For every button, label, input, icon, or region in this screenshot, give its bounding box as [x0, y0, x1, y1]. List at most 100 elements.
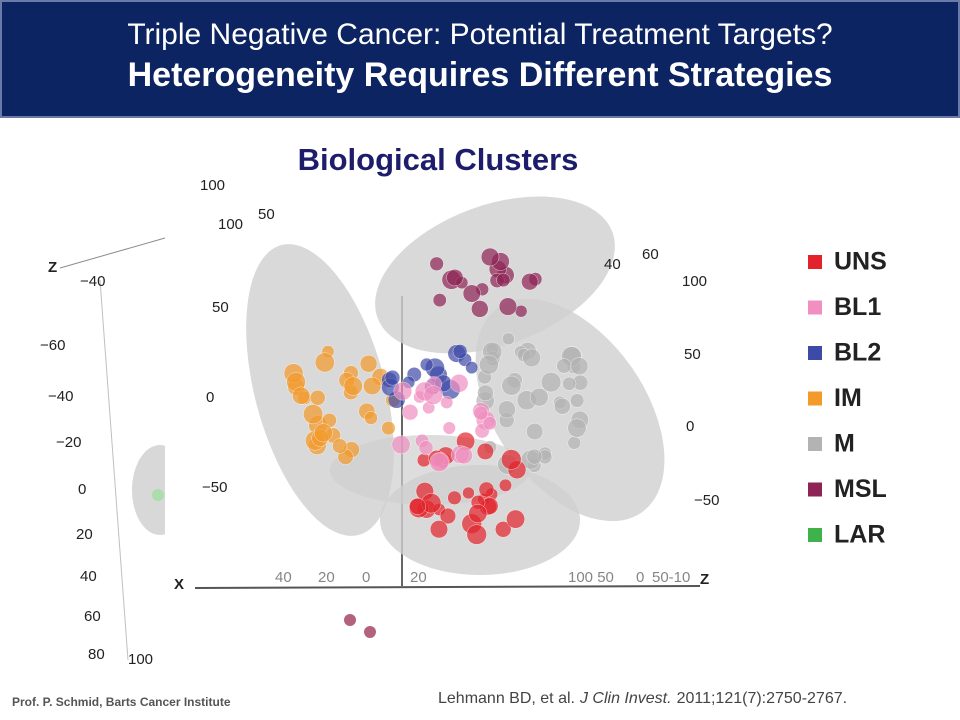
- scatter-point: [479, 354, 499, 375]
- legend-label: MSL: [834, 475, 887, 503]
- tick-label: −40: [48, 388, 73, 405]
- legend-swatch: [808, 528, 822, 542]
- legend-label: BL1: [834, 293, 881, 321]
- footer-citation: Lehmann BD, et al. J Clin Invest. 2011;121…: [438, 690, 847, 707]
- scatter-point: [429, 256, 444, 272]
- tick-label: 60: [642, 246, 659, 263]
- axis-label: Z: [48, 259, 57, 276]
- legend-swatch: [808, 346, 822, 360]
- scatter-point: [477, 384, 494, 402]
- tick-label: −50: [694, 492, 719, 509]
- scatter-point: [502, 332, 515, 346]
- tick-label: −50: [202, 479, 227, 496]
- scatter-point: [526, 423, 544, 441]
- scatter-point: [562, 376, 577, 391]
- scatter-point: [455, 446, 473, 465]
- tick-label: 40: [275, 569, 292, 586]
- header-title: Triple Negative Cancer: Potential Treatm…: [127, 18, 832, 51]
- scatter-point: [471, 300, 489, 318]
- scatter-point: [439, 507, 457, 525]
- tick-label: 60: [84, 608, 101, 625]
- citation-journal: J Clin Invest.: [579, 690, 672, 707]
- scatter-point: [393, 381, 413, 401]
- scatter-point: [465, 361, 479, 375]
- figure-title: Biological Clusters: [298, 142, 579, 177]
- scatter-point: [478, 481, 495, 498]
- legend-label: BL2: [834, 339, 881, 367]
- citation-details: 2011;121(7):2750-2767.: [677, 690, 848, 707]
- tick-label: 50: [258, 206, 275, 223]
- tick-label: 0: [686, 418, 694, 435]
- scatter-point: [522, 348, 541, 368]
- axis-line: [194, 585, 701, 589]
- tick-label: 100: [682, 273, 707, 290]
- axis-label: Z: [700, 571, 709, 588]
- scatter-point: [498, 478, 513, 492]
- tick-label: 80: [88, 646, 105, 663]
- tick-label: 50: [212, 299, 229, 316]
- scatter-point: [423, 385, 443, 405]
- tick-label: 20: [318, 569, 335, 586]
- legend-swatch: [808, 300, 822, 315]
- scatter-point: [462, 284, 481, 303]
- scatter-point: [567, 436, 582, 450]
- scatter-point: [429, 452, 449, 472]
- tick-label: 40: [604, 256, 621, 273]
- scatter-point: [303, 404, 324, 425]
- axis-label: X: [174, 576, 184, 593]
- scatter-point: [498, 400, 516, 419]
- scatter-point: [449, 373, 469, 393]
- scatter-point: [540, 372, 562, 393]
- scatter-point: [313, 423, 333, 443]
- scatter-point: [363, 376, 382, 396]
- tick-label: 100: [218, 216, 243, 233]
- scatter-point: [462, 486, 475, 500]
- scatter-point: [480, 247, 500, 267]
- legend-label: LAR: [834, 521, 885, 549]
- scatter-point: [447, 490, 462, 506]
- legend-swatch: [808, 255, 822, 269]
- scatter-point: [482, 416, 497, 431]
- tick-label: 0: [78, 481, 86, 498]
- scatter-point: [570, 357, 589, 376]
- scatter-point: [344, 614, 356, 626]
- scatter-point: [452, 344, 468, 359]
- legend: UNS BL1 BL2 IM M MSL LAR: [808, 248, 887, 549]
- scatter-point: [152, 489, 164, 501]
- tick-label: −20: [56, 434, 81, 451]
- scatter-point: [391, 435, 411, 455]
- scatter-point: [309, 389, 326, 406]
- scatter-point: [364, 411, 378, 425]
- scatter-point: [521, 273, 539, 291]
- scatter-point: [466, 524, 487, 545]
- tick-label: 100 50: [568, 569, 614, 586]
- scatter-point: [529, 387, 549, 407]
- legend-label: M: [834, 430, 855, 458]
- scatter-point: [446, 269, 464, 287]
- footer-author: Prof. P. Schmid, Barts Cancer Institute: [12, 695, 231, 709]
- scatter-point: [476, 442, 494, 460]
- tick-label: 20: [76, 526, 93, 543]
- scatter-point: [506, 509, 526, 529]
- scatter-point: [419, 357, 434, 372]
- scatter-point: [440, 395, 454, 409]
- tick-label: 50: [684, 346, 701, 363]
- scatter-point: [343, 376, 363, 396]
- legend-swatch: [808, 482, 822, 497]
- scatter-point: [501, 375, 522, 396]
- tick-label: 100: [128, 651, 153, 668]
- scatter-plot: [165, 180, 720, 600]
- legend-label: IM: [834, 384, 862, 412]
- scatter-point: [409, 497, 427, 515]
- tick-label: 40: [80, 568, 97, 585]
- scatter-point: [432, 293, 447, 308]
- scatter-point: [468, 504, 488, 523]
- tick-label: −60: [40, 337, 65, 354]
- scatter-point: [418, 440, 434, 456]
- scatter-point: [567, 418, 587, 438]
- tick-label: 0: [362, 569, 370, 586]
- tick-label: 0: [636, 569, 644, 586]
- axis-line: [99, 279, 129, 661]
- scatter-point: [359, 354, 378, 373]
- scatter-point: [381, 421, 396, 436]
